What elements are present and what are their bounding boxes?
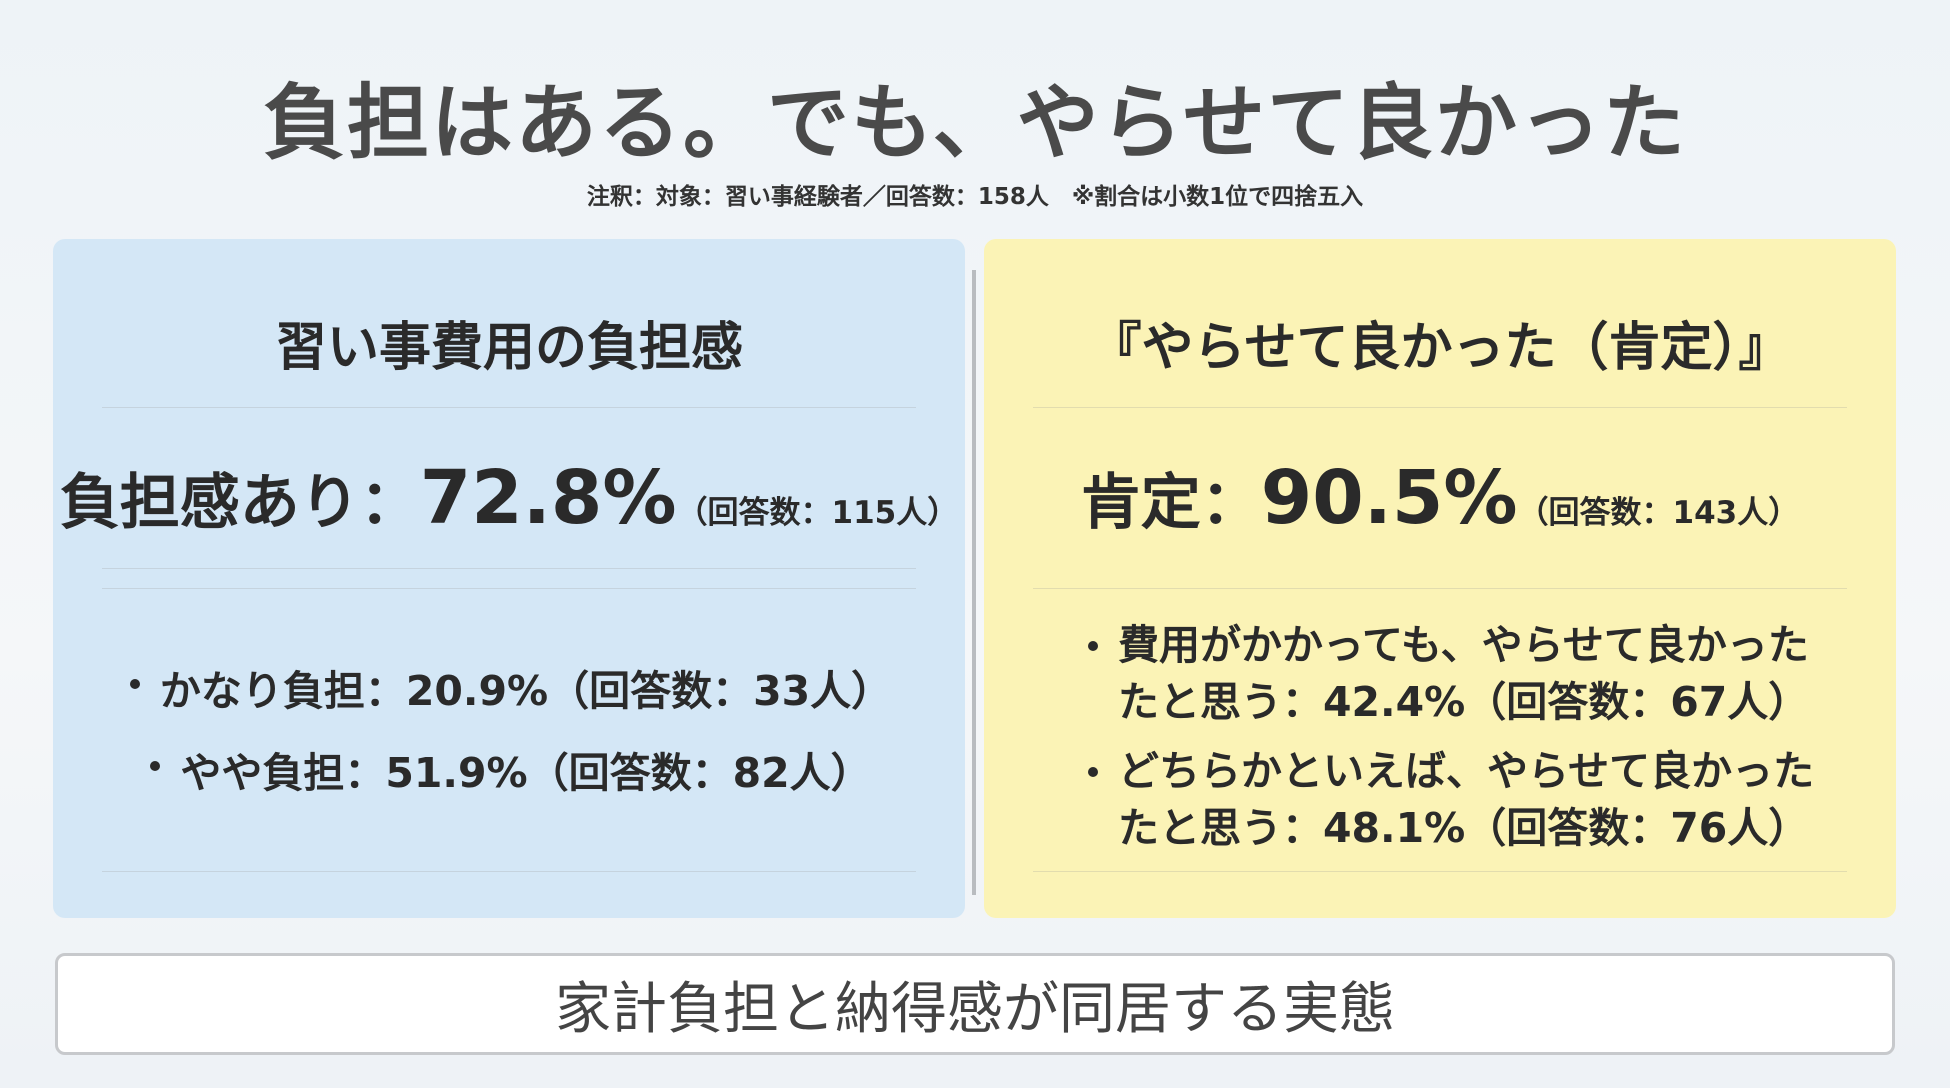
item-list: 費用がかかっても、やらせて良かったたと思う：42.4%（回答数：67人） どちらか…	[1084, 617, 1844, 869]
rule	[102, 588, 916, 589]
item-text: どちらかといえば、やらせて良かったたと思う：48.1%（回答数：76人）	[1118, 747, 1815, 852]
bullet	[1088, 641, 1098, 651]
title: 負担はある。でも、やらせて良かった	[263, 76, 1687, 171]
main-stat: 負担感あり：72.8%（回答数：115人）	[53, 454, 965, 541]
list-item: どちらかといえば、やらせて良かったたと思う：48.1%（回答数：76人）	[1084, 743, 1844, 857]
rule	[1033, 407, 1847, 408]
rule	[1033, 588, 1847, 589]
bullet	[129, 679, 140, 689]
list-item: やや負担：51.9%（回答数：82人）	[146, 739, 872, 799]
main-stat: 肯定：90.5%（回答数：143人）	[984, 454, 1896, 541]
item-text: 費用がかかっても、やらせて良かったたと思う：42.4%（回答数：67人）	[1118, 621, 1810, 726]
positive-panel: 『やらせて良かった（肯定）』 肯定：90.5%（回答数：143人） 費用がかかっ…	[984, 239, 1896, 918]
footer-box: 家計負担と納得感が同居する実態	[55, 953, 1895, 1055]
panel-heading: 習い事費用の負担感	[274, 318, 743, 378]
bullet	[150, 761, 161, 771]
rule	[102, 871, 916, 872]
main-value: 90.5%	[1260, 455, 1518, 541]
item-text: やや負担：51.9%（回答数：82人）	[180, 749, 872, 797]
list-item: かなり負担：20.9%（回答数：33人）	[126, 657, 892, 717]
cost-panel: 習い事費用の負担感 負担感あり：72.8%（回答数：115人） かなり負担：20…	[53, 239, 965, 918]
bullet	[1088, 767, 1098, 777]
panel-heading: 『やらせて良かった（肯定）』	[1089, 318, 1791, 378]
rule	[102, 407, 916, 408]
rule	[1033, 871, 1847, 872]
main-label: 肯定：	[1080, 468, 1261, 538]
divider	[972, 270, 976, 895]
main-value: 72.8%	[419, 455, 677, 541]
note: 注釈：対象：習い事経験者／回答数：158人 ※割合は小数1位で四捨五入	[586, 184, 1364, 210]
item-text: かなり負担：20.9%（回答数：33人）	[159, 667, 893, 715]
main-count: （回答数：115人）	[676, 495, 959, 531]
rule	[102, 568, 916, 569]
main-label: 負担感あり：	[59, 468, 420, 538]
list-item: 費用がかかっても、やらせて良かったたと思う：42.4%（回答数：67人）	[1084, 617, 1844, 731]
item-list: かなり負担：20.9%（回答数：33人） やや負担：51.9%（回答数：82人）	[53, 657, 965, 799]
footer-text: 家計負担と納得感が同居する実態	[555, 976, 1395, 1042]
main-count: （回答数：143人）	[1517, 495, 1800, 531]
